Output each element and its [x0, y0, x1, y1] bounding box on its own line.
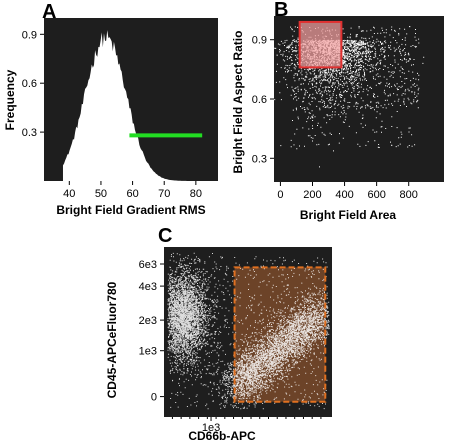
panel-b-xlabel: Bright Field Area	[300, 208, 397, 222]
histogram-area	[62, 30, 196, 182]
x-tick-label: 60	[126, 188, 138, 200]
y-tick-label: 0.6	[252, 94, 267, 106]
panel-c-letter: C	[158, 225, 172, 247]
panel-b-letter: B	[274, 0, 288, 21]
x-tick-label: 80	[190, 188, 202, 200]
panel-c-ylabel: CD45-APCeFluor780	[105, 281, 119, 398]
x-tick-label: 50	[95, 188, 107, 200]
x-tick-label: 800	[400, 189, 418, 201]
x-tick-label: 600	[367, 189, 385, 201]
scatter-points	[167, 252, 330, 410]
y-tick-label: 0.3	[252, 153, 267, 165]
x-tick-label: 1e3	[202, 422, 220, 434]
panel-c-axes: 1e3 0 1e3 2e3 4e3 6e3	[139, 259, 322, 434]
panel-a-letter: A	[42, 1, 56, 23]
y-tick-label: 0.6	[22, 78, 37, 90]
panel-c: C 1e3 0 1e3 2e3 4e3 6e3 CD66b-APC CD45-APCeFl…	[105, 225, 332, 443]
panel-a-ylabel: Frequency	[3, 69, 17, 130]
x-tick-label: 200	[303, 189, 321, 201]
panel-c-scatter	[167, 252, 330, 410]
y-tick-label: 2e3	[139, 315, 157, 327]
panel-c-xlabel: CD66b-APC	[188, 429, 256, 443]
y-tick-label: 4e3	[139, 281, 157, 293]
y-tick-label: 0.9	[22, 29, 37, 41]
x-tick-label: 0	[277, 189, 283, 201]
panel-a-xlabel: Bright Field Gradient RMS	[56, 203, 205, 217]
panel-a-axes: 40 50 60 70 80 0.3 0.6 0.9	[22, 29, 202, 200]
gate-rectangle	[233, 266, 327, 403]
x-tick-label: 400	[335, 189, 353, 201]
x-tick-label: 40	[63, 188, 75, 200]
panel-b-axes: 0 200 400 600 800 0.3 0.6 0.9	[252, 35, 418, 201]
y-tick-label: 6e3	[139, 259, 157, 271]
x-tick-label: 70	[158, 188, 170, 200]
panel-b-ylabel: Bright Field Aspect Ratio	[231, 31, 245, 174]
y-tick-label: 0.3	[22, 127, 37, 139]
panel-b: B 0 200 400 600 800 0.3 0.6 0.9 Bright Field Ar…	[231, 0, 444, 222]
y-tick-label: 1e3	[139, 346, 157, 358]
y-tick-label: 0	[151, 392, 157, 404]
panel-a: A 40 50 60 70 80 0.3 0.6 0.9 Bright Field Gradi…	[3, 1, 218, 217]
panel-b-scatter	[274, 20, 425, 168]
gate-rectangle	[298, 20, 343, 69]
y-tick-label: 0.9	[252, 35, 267, 47]
panel-a-histogram	[62, 30, 203, 182]
gate-fill	[234, 267, 326, 402]
